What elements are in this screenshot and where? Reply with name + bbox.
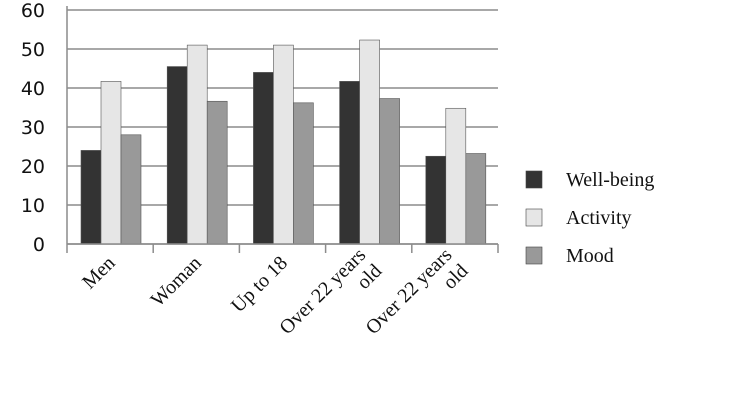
legend-swatch-activity xyxy=(525,208,543,227)
bar-activity-4 xyxy=(445,107,467,245)
y-tick-label: 30 xyxy=(21,117,45,139)
y-tick-label: 0 xyxy=(33,234,45,256)
bar-mood-1 xyxy=(206,100,228,245)
x-tick-label: Over 22 years xyxy=(362,244,457,339)
x-tick-label: Men xyxy=(78,252,119,293)
bar-activity-3 xyxy=(359,39,380,245)
legend: Well-being Activity Mood xyxy=(525,169,654,267)
y-tick-label: 50 xyxy=(21,39,45,61)
bar-activity-0 xyxy=(100,81,122,245)
bar-mood-2 xyxy=(293,102,314,245)
y-tick-label: 40 xyxy=(21,78,45,100)
legend-swatch-well-being xyxy=(525,170,543,189)
bar-mood-0 xyxy=(120,134,142,245)
y-tick-label: 60 xyxy=(21,0,45,22)
bar-activity-2 xyxy=(273,44,294,245)
bar-well-being-0 xyxy=(80,150,102,245)
bar-well-being-2 xyxy=(253,72,274,245)
bar-well-being-1 xyxy=(166,66,188,245)
legend-label-well-being: Well-being xyxy=(566,169,654,191)
x-tick-label: Over 22 years xyxy=(275,244,370,339)
y-axis-ticks: 0 10 20 30 40 50 60 xyxy=(21,0,45,256)
legend-label-mood: Mood xyxy=(566,245,614,267)
legend-swatch-mood xyxy=(525,246,543,265)
bar-mood-3 xyxy=(379,98,400,245)
x-tick-label: Woman xyxy=(147,252,206,311)
bar-well-being-3 xyxy=(339,81,360,245)
bars xyxy=(80,39,487,245)
y-tick-label: 10 xyxy=(21,195,45,217)
legend-label-activity: Activity xyxy=(566,207,632,229)
bar-activity-1 xyxy=(186,44,208,245)
bar-mood-4 xyxy=(465,153,487,245)
bar-well-being-4 xyxy=(425,155,447,245)
x-tick-label: Up to 18 xyxy=(227,252,292,317)
axes xyxy=(66,6,499,253)
y-tick-label: 20 xyxy=(21,156,45,178)
